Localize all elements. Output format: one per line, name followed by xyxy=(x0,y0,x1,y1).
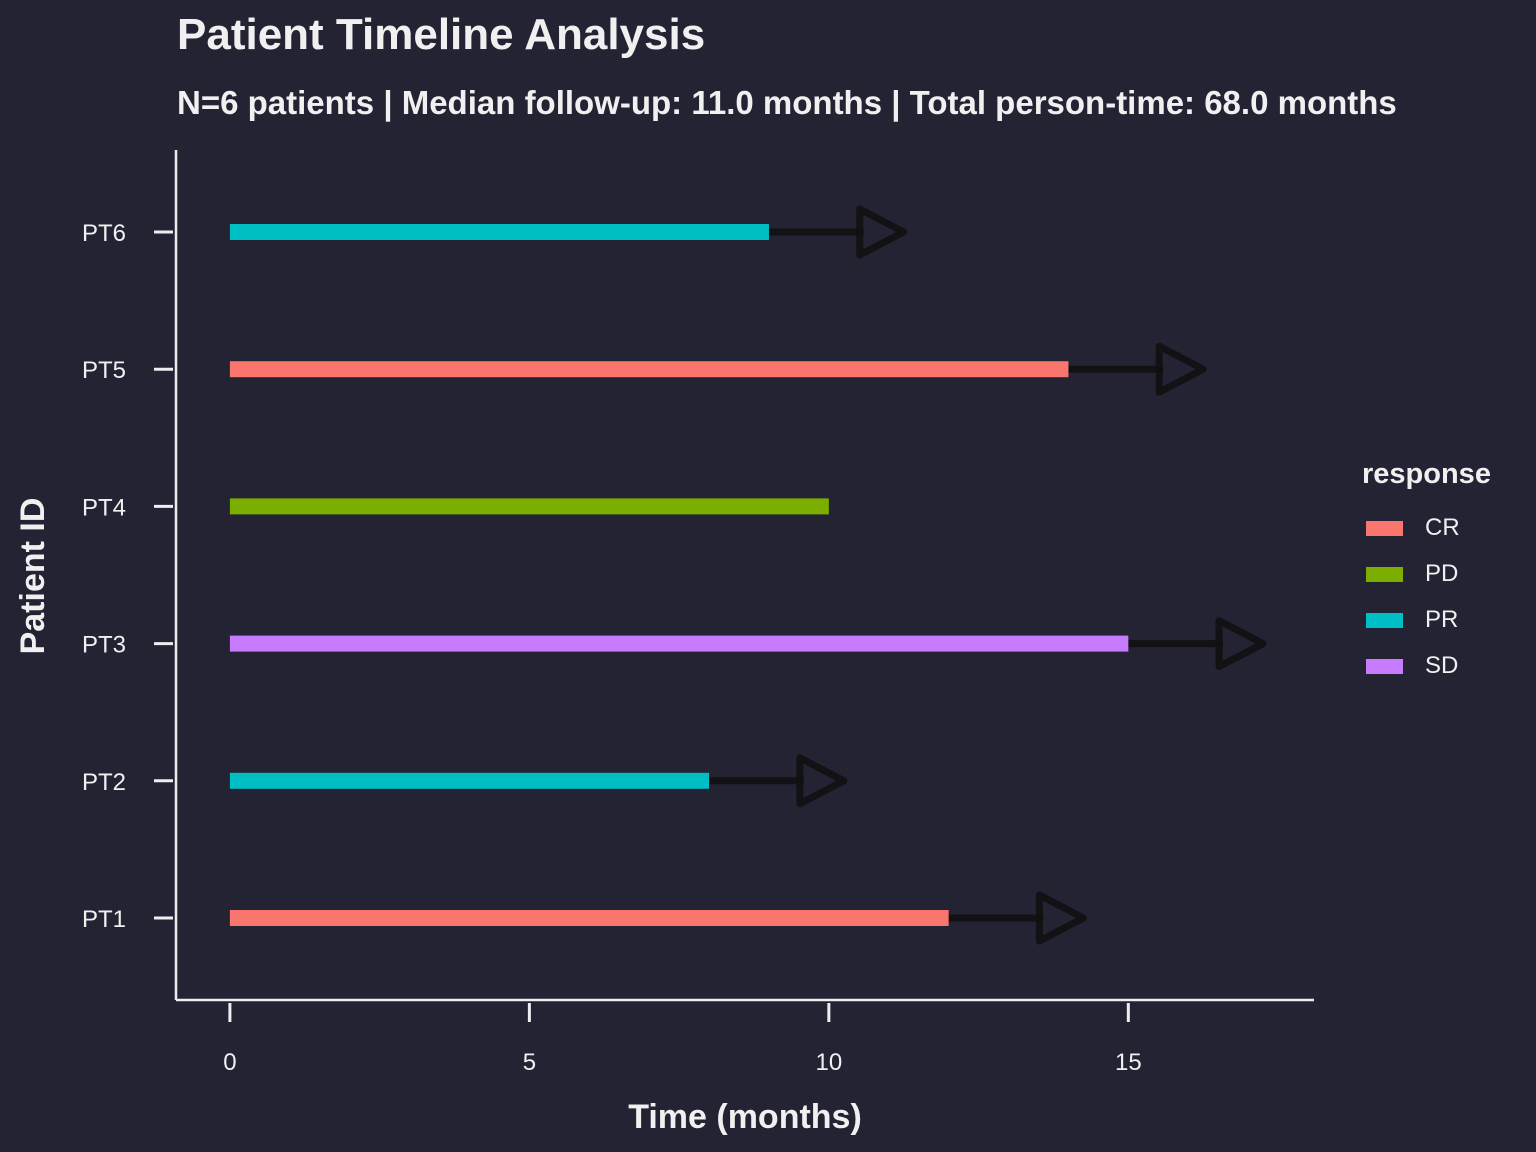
bars-layer xyxy=(229,224,1129,926)
y-tick-label-PT2: PT2 xyxy=(82,769,126,796)
chart-title: Patient Timeline Analysis xyxy=(177,10,706,59)
chart-subtitle: N=6 patients | Median follow-up: 11.0 mo… xyxy=(177,84,1397,121)
bar-PT4 xyxy=(229,498,829,515)
legend-label-pr: PR xyxy=(1425,606,1459,633)
bar-PT2 xyxy=(229,772,710,789)
legend-items: CR PD PR SD xyxy=(1362,505,1491,689)
y-tick-label-PT6: PT6 xyxy=(82,220,126,247)
y-tick-label-PT5: PT5 xyxy=(82,357,126,384)
legend-swatch-pd xyxy=(1366,566,1403,582)
legend-label-pd: PD xyxy=(1425,560,1459,587)
bar-PT3 xyxy=(229,635,1129,652)
arrows-layer xyxy=(709,205,1267,945)
x-tick-label-5: 5 xyxy=(523,1049,536,1076)
y-tick-label-PT1: PT1 xyxy=(82,906,126,933)
bar-PT5 xyxy=(229,361,1069,378)
bar-PT6 xyxy=(229,224,769,240)
legend-swatch-sd xyxy=(1366,658,1403,674)
legend-title: response xyxy=(1362,458,1491,490)
legend-label-cr: CR xyxy=(1425,514,1460,541)
legend: response CR PD PR SD xyxy=(1362,458,1491,689)
legend-item-sd: SD xyxy=(1362,643,1491,689)
legend-item-pr: PR xyxy=(1362,597,1491,643)
y-tick-label-PT4: PT4 xyxy=(82,494,126,521)
x-tick-label-10: 10 xyxy=(816,1049,843,1076)
legend-swatch-cr xyxy=(1366,520,1403,536)
arrow-head-PT5 xyxy=(1155,342,1207,396)
arrow-head-PT1 xyxy=(1035,891,1087,945)
legend-item-cr: CR xyxy=(1362,505,1491,551)
x-tick-label-15: 15 xyxy=(1115,1049,1142,1076)
arrow-head-PT3 xyxy=(1215,617,1267,671)
legend-item-pd: PD xyxy=(1362,551,1491,597)
x-tick-label-0: 0 xyxy=(223,1049,236,1076)
y-axis-title: Patient ID xyxy=(14,498,52,655)
arrow-head-PT6 xyxy=(856,205,908,259)
legend-label-sd: SD xyxy=(1425,652,1459,679)
axes-layer: 0 5 10 15 PT1 PT2 PT3 PT4 PT5 PT6 xyxy=(82,150,1314,1076)
y-tick-label-PT3: PT3 xyxy=(82,632,126,659)
x-axis-title: Time (months) xyxy=(628,1098,862,1136)
legend-swatch-pr xyxy=(1366,612,1403,628)
arrow-head-PT2 xyxy=(796,754,848,808)
bar-PT1 xyxy=(229,910,949,926)
